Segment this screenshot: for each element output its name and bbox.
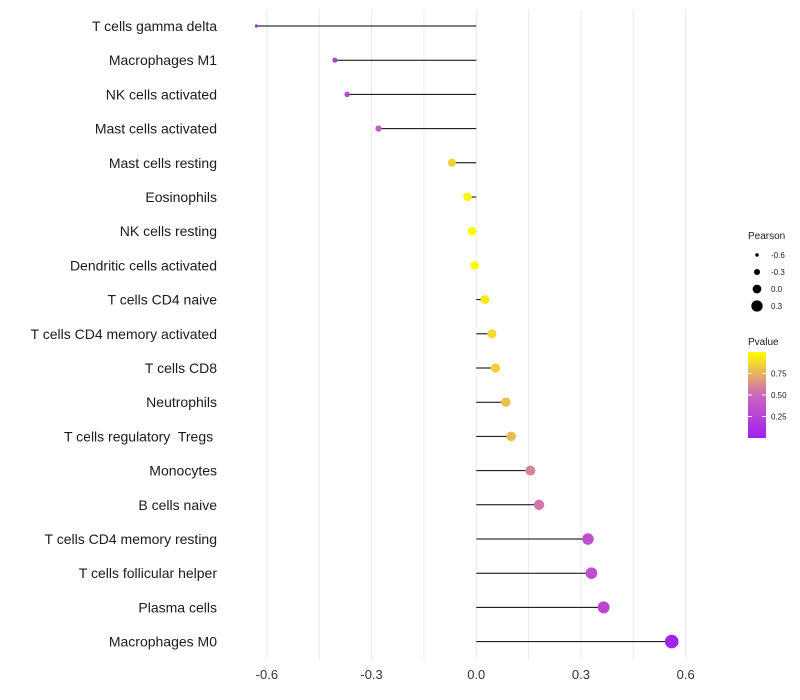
category-label: Monocytes (149, 463, 217, 479)
point-mast-cells-resting (447, 158, 456, 167)
category-label: T cells CD4 memory resting (45, 531, 217, 547)
category-labels: T cells gamma delta Macrophages M1 NK cell… (31, 18, 218, 650)
category-label: Eosinophils (145, 189, 217, 205)
point-t-cells-gamma-delta (254, 24, 258, 28)
point-t-cells-cd4-memory-resting (582, 533, 594, 545)
color-legend-label: 0.75 (771, 370, 787, 379)
category-label: T cells follicular helper (79, 565, 218, 581)
category-label: B cells naive (138, 497, 217, 513)
point-t-cells-cd8 (490, 363, 501, 373)
category-label: NK cells resting (120, 223, 217, 239)
color-legend-label: 0.25 (771, 413, 787, 422)
category-label: T cells regulatory Tregs (64, 428, 217, 444)
category-label: Plasma cells (138, 599, 217, 615)
x-tick-label: 0.3 (572, 667, 590, 682)
point-t-cells-follicular-helper (585, 567, 598, 580)
grid-layer (266, 10, 687, 660)
dot-layer (254, 24, 679, 649)
point-t-cells-regulatory-tregs (506, 431, 516, 442)
point-macrophages-m1 (332, 57, 338, 63)
point-neutrophils (501, 397, 511, 407)
category-label: Macrophages M1 (109, 52, 217, 68)
stem-layer (256, 25, 672, 643)
size-legend-key (753, 268, 761, 276)
point-mast-cells-activated (375, 125, 382, 132)
category-label: Mast cells resting (109, 155, 217, 171)
category-label: Macrophages M0 (109, 634, 217, 650)
point-dendritic-cells-activated (470, 261, 479, 270)
legend: Pearson -0.6 -0.3 0.0 0.3 Pvalue 0.75 0.50 0.25 (748, 231, 787, 438)
size-legend-key (751, 300, 763, 312)
color-legend-title: Pvalue (748, 337, 779, 348)
category-label: T cells CD4 memory activated (31, 326, 217, 342)
size-legend-label: -0.6 (771, 251, 785, 260)
x-tick-label: -0.3 (360, 667, 382, 682)
size-legend-key (752, 284, 762, 294)
category-label: T cells CD8 (145, 360, 217, 376)
x-tick-label: -0.6 (256, 667, 278, 682)
category-label: Mast cells activated (95, 121, 217, 137)
point-macrophages-m0 (664, 634, 679, 649)
point-nk-cells-resting (467, 226, 477, 236)
size-legend-label: -0.3 (771, 268, 785, 277)
point-monocytes (525, 465, 536, 476)
point-eosinophils (463, 192, 472, 202)
category-label: T cells CD4 naive (108, 292, 218, 308)
x-tick-label: 0.6 (677, 667, 695, 682)
point-t-cells-cd4-memory-activated (487, 329, 497, 339)
point-nk-cells-activated (344, 91, 350, 98)
color-legend-bar (748, 352, 766, 438)
size-legend-title: Pearson (748, 231, 785, 242)
x-axis-ticks: -0.6 -0.3 0.0 0.3 0.6 (256, 667, 695, 682)
color-legend-label: 0.50 (771, 391, 787, 400)
category-label: T cells gamma delta (92, 18, 217, 34)
size-legend-label: 0.3 (771, 302, 783, 311)
category-label: Dendritic cells activated (70, 257, 217, 273)
category-label: Neutrophils (146, 394, 217, 410)
point-t-cells-cd4-naive (480, 295, 490, 305)
size-legend-label: 0.0 (771, 285, 783, 294)
size-legend-key (755, 253, 759, 257)
point-plasma-cells (597, 601, 610, 614)
point-b-cells-naive (533, 499, 545, 510)
category-label: NK cells activated (106, 86, 217, 102)
x-tick-label: 0.0 (467, 667, 485, 682)
